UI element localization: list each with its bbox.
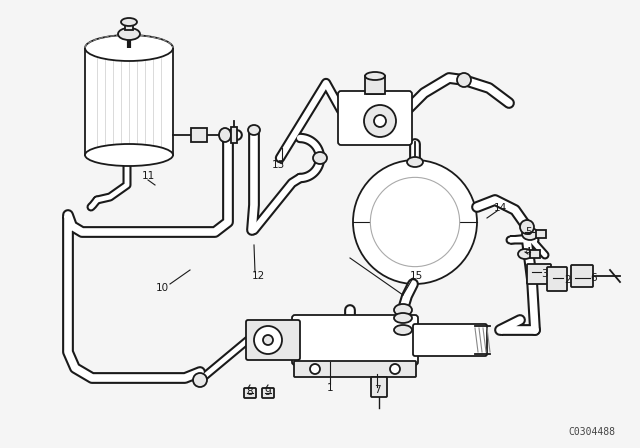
Ellipse shape <box>85 144 173 166</box>
Ellipse shape <box>522 228 538 240</box>
Text: 4: 4 <box>525 247 531 257</box>
Ellipse shape <box>313 152 327 164</box>
Bar <box>85 48 173 155</box>
Ellipse shape <box>518 249 532 259</box>
Text: C0304488: C0304488 <box>568 427 616 437</box>
Circle shape <box>310 364 320 374</box>
Text: 8: 8 <box>246 387 253 397</box>
Text: 2: 2 <box>564 275 572 285</box>
Text: 1: 1 <box>326 383 333 393</box>
Text: 7: 7 <box>374 385 380 395</box>
Bar <box>530 250 540 258</box>
Bar <box>191 128 207 142</box>
Ellipse shape <box>118 28 140 40</box>
FancyBboxPatch shape <box>246 320 300 360</box>
Text: 6: 6 <box>591 273 597 283</box>
Text: 11: 11 <box>141 171 155 181</box>
Bar <box>365 76 385 94</box>
Ellipse shape <box>248 125 260 135</box>
Ellipse shape <box>85 35 173 61</box>
Bar <box>536 230 546 238</box>
FancyBboxPatch shape <box>262 388 274 398</box>
Text: 9: 9 <box>265 387 271 397</box>
Circle shape <box>374 115 386 127</box>
FancyBboxPatch shape <box>371 377 387 397</box>
FancyBboxPatch shape <box>338 91 412 145</box>
FancyBboxPatch shape <box>292 315 418 365</box>
FancyBboxPatch shape <box>571 265 593 287</box>
Text: 10: 10 <box>156 283 168 293</box>
Text: 14: 14 <box>493 203 507 213</box>
Ellipse shape <box>394 304 412 316</box>
Ellipse shape <box>365 72 385 80</box>
Text: 3: 3 <box>541 269 547 279</box>
FancyBboxPatch shape <box>294 361 416 377</box>
Circle shape <box>193 373 207 387</box>
Bar <box>125 22 133 30</box>
Circle shape <box>390 364 400 374</box>
Circle shape <box>353 160 477 284</box>
FancyBboxPatch shape <box>547 267 567 291</box>
Circle shape <box>263 335 273 345</box>
Circle shape <box>371 177 460 267</box>
Circle shape <box>254 326 282 354</box>
Circle shape <box>364 105 396 137</box>
Text: 13: 13 <box>271 160 285 170</box>
Ellipse shape <box>407 157 423 167</box>
Text: 12: 12 <box>252 271 264 281</box>
Ellipse shape <box>121 18 137 26</box>
Text: 5: 5 <box>525 227 531 237</box>
FancyBboxPatch shape <box>244 388 256 398</box>
Ellipse shape <box>394 313 412 323</box>
Text: 15: 15 <box>410 271 422 281</box>
Ellipse shape <box>457 73 471 87</box>
Bar <box>231 127 237 143</box>
Ellipse shape <box>219 128 231 142</box>
FancyBboxPatch shape <box>527 264 551 284</box>
Ellipse shape <box>520 220 534 234</box>
Ellipse shape <box>394 325 412 335</box>
FancyBboxPatch shape <box>413 324 487 356</box>
